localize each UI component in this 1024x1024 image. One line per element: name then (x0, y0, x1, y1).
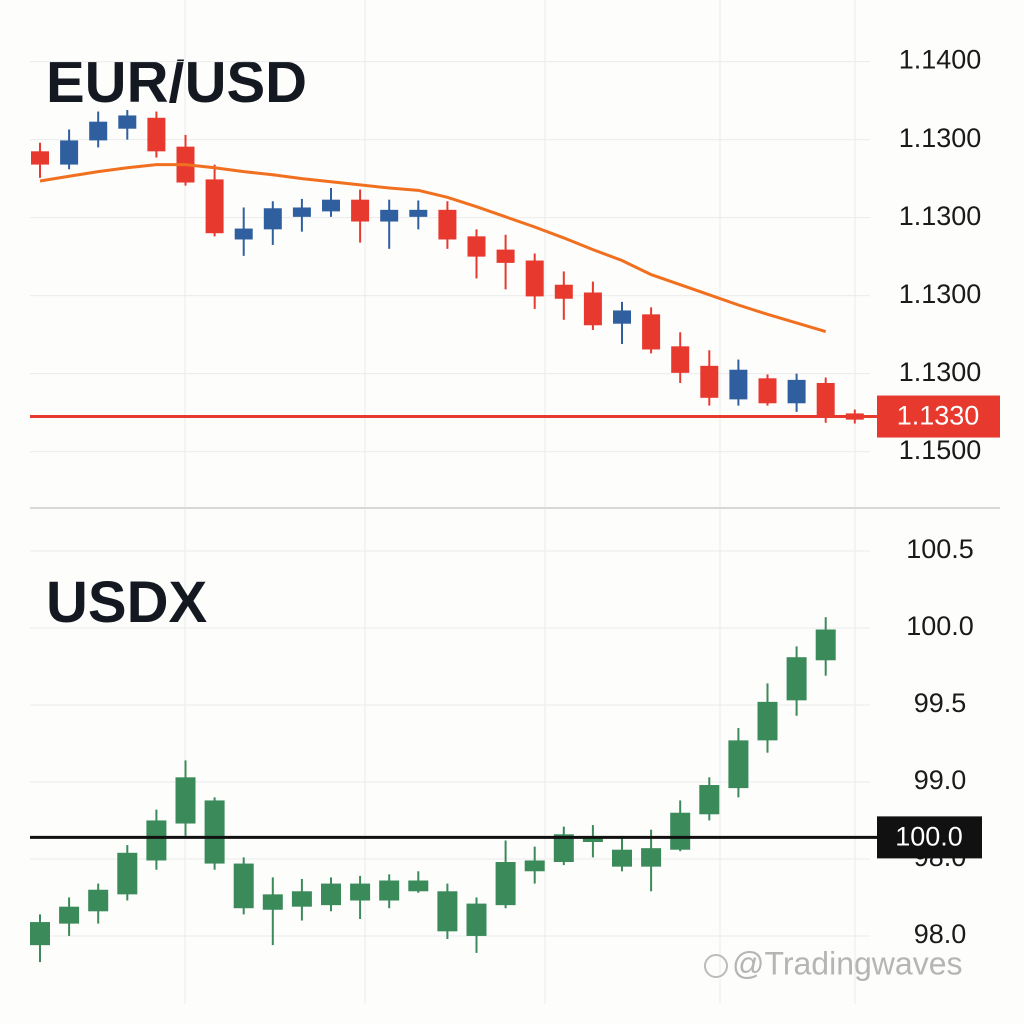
y-tick-label: 1.1400 (899, 45, 982, 75)
candle-body (147, 117, 166, 152)
candle-body (379, 880, 400, 901)
candle-body (699, 785, 720, 815)
moving-average (39, 163, 827, 333)
candle-body (88, 889, 109, 912)
candle-body (321, 883, 341, 906)
candle-body (583, 292, 602, 326)
candle-body (351, 199, 370, 222)
candle-body (612, 849, 632, 867)
candle-body (60, 140, 79, 165)
price-label-box (877, 395, 1000, 438)
candle-body (582, 837, 603, 843)
candle-body (495, 862, 516, 906)
candle-body (204, 800, 225, 864)
candle-body (31, 151, 49, 165)
price-label: 100.0 (895, 822, 963, 852)
candle-body (496, 249, 515, 263)
candle-body (553, 834, 574, 863)
candle-body (30, 922, 50, 946)
candle-body (525, 260, 544, 297)
candle-body (466, 903, 487, 936)
candle-body (728, 740, 749, 789)
price-label-box (877, 816, 982, 859)
candle-body (409, 209, 428, 217)
y-tick-label: 98.0 (914, 919, 967, 949)
price-label: 1.1330 (897, 401, 980, 431)
candle-body (613, 310, 631, 324)
y-tick-label: 99.0 (914, 765, 967, 795)
watermark: @Tradingwaves (704, 945, 963, 981)
candle-body (175, 777, 196, 824)
candle-body (787, 379, 806, 404)
candle-body (350, 883, 371, 901)
candle-body (380, 209, 399, 222)
candle-body (205, 179, 224, 234)
candle-body (758, 378, 777, 404)
y-tick-label: 100.0 (906, 611, 974, 641)
candle-body (729, 369, 748, 400)
candle-body (757, 701, 778, 741)
candle-body (554, 284, 573, 299)
y-tick-label: 1.1300 (899, 357, 982, 387)
candle-body (438, 209, 457, 240)
candle-body (437, 891, 458, 932)
y-tick-label: 1.1500 (899, 435, 982, 465)
candle-body (117, 852, 138, 895)
candle-body (233, 863, 254, 909)
candle-body (524, 860, 545, 872)
candle-body (262, 894, 283, 910)
candle-body (641, 848, 662, 867)
candle-body (670, 812, 691, 850)
candle-body (146, 820, 167, 861)
candle-body (118, 115, 137, 129)
candle-body (59, 906, 80, 924)
candle-body (700, 365, 719, 398)
chart-title: EUR/USD (46, 50, 307, 115)
candle-body (322, 199, 340, 212)
candle-body (786, 657, 807, 701)
candle-body (292, 207, 311, 217)
candle-body (291, 891, 312, 907)
y-tick-label: 99.5 (914, 688, 967, 718)
candle-body (642, 314, 661, 350)
candle-body (408, 880, 429, 892)
candle-body (815, 629, 836, 661)
candle-body (467, 236, 486, 257)
chart-title: USDX (46, 570, 207, 635)
candle-body (89, 121, 108, 141)
y-tick-label: 1.1300 (899, 201, 982, 231)
candle-body (816, 382, 835, 418)
y-tick-label: 1.1300 (899, 279, 982, 309)
candle-body (671, 346, 690, 373)
y-tick-label: 100.5 (906, 534, 974, 564)
watermark-text: @Tradingwaves (732, 945, 963, 981)
candle-body (263, 208, 282, 230)
candle-body (234, 228, 253, 240)
y-tick-label: 1.1300 (899, 123, 982, 153)
